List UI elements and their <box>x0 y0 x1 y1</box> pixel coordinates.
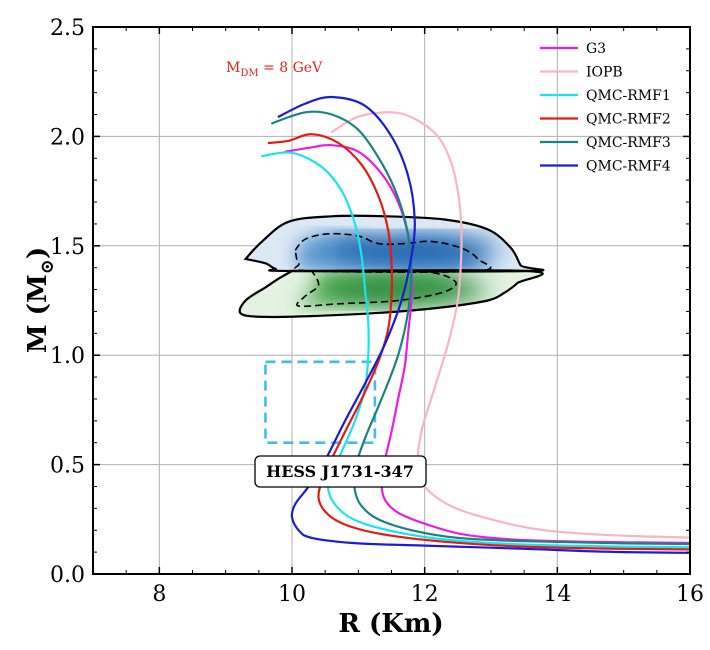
series-line-qmc-rmf3 <box>271 110 690 546</box>
legend-label-3: QMC-RMF2 <box>586 112 671 128</box>
series-line-iopb <box>330 111 690 539</box>
axis-ticks: 8 10 12 14 16 0.0 0.5 1.0 1.5 2.0 2.5 <box>50 16 704 607</box>
posterior-upper-region <box>245 215 544 272</box>
lower-outer-contour <box>238 269 544 319</box>
x-axis-title: R (Km) <box>338 609 443 639</box>
legend-label-5: QMC-RMF4 <box>586 159 671 175</box>
upper-outer-contour <box>243 214 545 273</box>
y-tick-label-5: 2.5 <box>50 16 85 41</box>
legend-label-2: QMC-RMF1 <box>586 88 671 104</box>
x-tick-label-2: 12 <box>411 582 439 607</box>
legend-label-0: G3 <box>586 41 606 57</box>
y-tick-label-4: 2.0 <box>50 125 85 150</box>
y-axis-title: M (M⊙) <box>23 247 58 353</box>
legend-label-4: QMC-RMF3 <box>586 135 671 151</box>
hess-label-text: HESS J1731-347 <box>266 462 414 481</box>
series-line-qmc-rmf4 <box>277 95 690 554</box>
posterior-lower-peak <box>316 274 487 305</box>
hess-box <box>264 360 377 445</box>
x-tick-label-3: 14 <box>543 582 571 607</box>
mdm-annotation: MDM = 8 GeV <box>226 60 323 79</box>
legend: G3 IOPB QMC-RMF1 QMC-RMF2 QMC-RMF3 QMC-RMF4 <box>540 41 671 175</box>
y-tick-label-0: 0.0 <box>50 563 85 588</box>
eos-curves <box>261 95 690 554</box>
hess-label: HESS J1731-347 <box>254 455 427 488</box>
hess-region-box <box>264 360 377 445</box>
y-tick-label-1: 0.5 <box>50 454 85 479</box>
x-tick-label-4: 16 <box>676 582 704 607</box>
x-tick-label-0: 8 <box>152 582 166 607</box>
lower-inner-contour <box>296 269 457 308</box>
x-tick-label-1: 10 <box>278 582 306 607</box>
series-line-qmc-rmf2 <box>267 133 690 551</box>
series-line-g3 <box>284 143 690 545</box>
posterior-upper-peak <box>328 234 499 265</box>
series-line-qmc-rmf1 <box>261 151 690 549</box>
legend-label-1: IOPB <box>586 65 623 81</box>
y-tick-label-3: 1.5 <box>50 235 85 260</box>
hess-label-box <box>254 455 427 488</box>
y-tick-label-2: 1.0 <box>50 344 85 369</box>
